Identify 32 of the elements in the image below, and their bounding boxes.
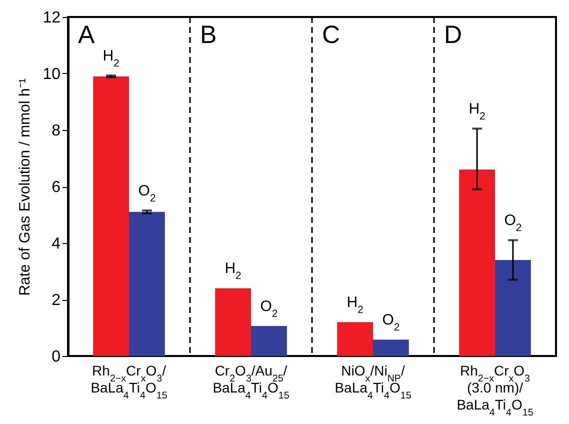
text: O$_{2}$ <box>138 182 156 205</box>
category-label: Cr$_{2}$O$_{3}$/Au$_{25}$/ BaLa$_{4}$Ti$_{4}$O$_{15}$ <box>212 362 290 401</box>
y-tick-label: 4 <box>52 236 61 252</box>
y-axis-title: Rate of Gas Evolution / mmol h⁻¹ <box>16 78 34 296</box>
bar <box>495 260 531 356</box>
annotation: B <box>200 21 217 49</box>
annotation: A <box>78 21 95 49</box>
y-tick-label: 6 <box>52 179 61 196</box>
bar <box>215 288 251 356</box>
category-label: Rh$_{2−x}$Cr$_{x}$O$_{3}$/ BaLa$_{4}$Ti$_{4}$O$_{15}$ <box>90 362 168 401</box>
text: O$_{2}$ <box>504 212 522 234</box>
y-tick-label: 2 <box>52 292 61 309</box>
bar <box>373 340 409 356</box>
category-label: NiO$_{x}$/Ni$_{NP}$/ BaLa$_{4}$Ti$_{4}$O$_{15}$ <box>334 362 412 401</box>
y-tick-label: 8 <box>52 122 61 140</box>
category-label: Rh$_{2−x}$Cr$_{x}$O$_{3}$ (3.0 nm)/ BaLa$_{4}$Ti$_{4}$O$_{15}$ <box>456 362 534 418</box>
series-label: H$_{2}$ <box>224 260 242 282</box>
text: O$_{2}$ <box>382 312 400 334</box>
annotation: D <box>444 21 462 49</box>
bar <box>459 170 495 356</box>
bar <box>129 212 165 356</box>
text: H$_{2}$ <box>102 47 120 70</box>
text: H$_{2}$ <box>468 100 486 123</box>
series-label: O$_{2}$ <box>260 298 278 320</box>
bar <box>251 326 287 356</box>
y-tick-label: 10 <box>42 66 61 83</box>
annotation: C <box>322 21 340 49</box>
y-tick-label: 12 <box>42 10 61 26</box>
bar <box>93 76 129 356</box>
y-tick-label: 0 <box>52 348 61 366</box>
text: H$_{2}$ <box>346 294 364 316</box>
bar <box>337 322 373 356</box>
